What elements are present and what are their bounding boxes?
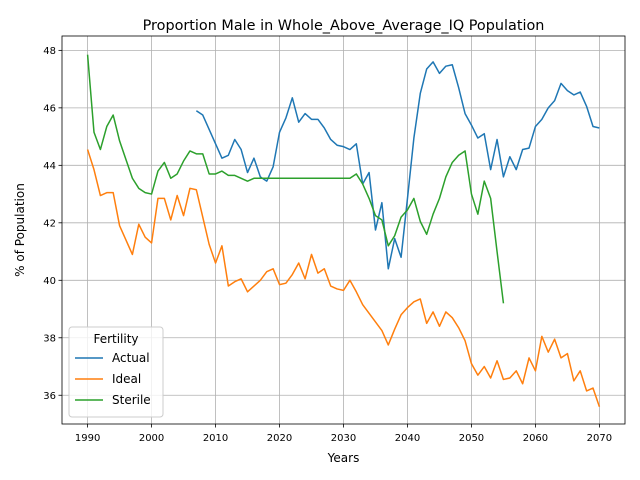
- grid: [62, 36, 625, 424]
- series-lines: [86, 54, 601, 408]
- y-tick-label: 42: [43, 218, 56, 229]
- x-tick-label: 2040: [395, 433, 420, 444]
- y-tick-label: 48: [43, 46, 56, 57]
- series-line-ideal: [86, 149, 601, 408]
- x-tick-label: 2070: [587, 433, 612, 444]
- x-axis-label: Years: [327, 451, 360, 465]
- legend-label-sterile: Sterile: [112, 393, 151, 407]
- y-tick-label: 36: [43, 391, 56, 402]
- legend: Fertility Actual Ideal Sterile: [68, 326, 164, 418]
- x-tick-label: 2010: [203, 433, 228, 444]
- legend-box: [68, 326, 164, 418]
- y-tick-label: 38: [43, 333, 56, 344]
- x-tick-label: 2060: [523, 433, 548, 444]
- legend-title: Fertility: [93, 332, 138, 346]
- x-tick-label: 2020: [267, 433, 292, 444]
- series-line-sterile: [86, 54, 505, 304]
- axis-ticks: 1990 2000 2010 2020 2030 2040 2050 2060 2070 36 38…: [43, 46, 612, 444]
- chart-title: Proportion Male in Whole_Above_Average_I…: [143, 18, 545, 34]
- legend-label-ideal: Ideal: [112, 372, 141, 386]
- x-tick-label: 1990: [75, 433, 100, 444]
- x-tick-label: 2000: [139, 433, 164, 444]
- x-tick-label: 2050: [459, 433, 484, 444]
- legend-label-actual: Actual: [112, 351, 150, 365]
- y-tick-label: 46: [43, 103, 56, 114]
- y-axis-label: % of Population: [13, 183, 27, 277]
- y-tick-label: 40: [43, 276, 56, 287]
- y-tick-label: 44: [43, 161, 56, 172]
- x-tick-label: 2030: [331, 433, 356, 444]
